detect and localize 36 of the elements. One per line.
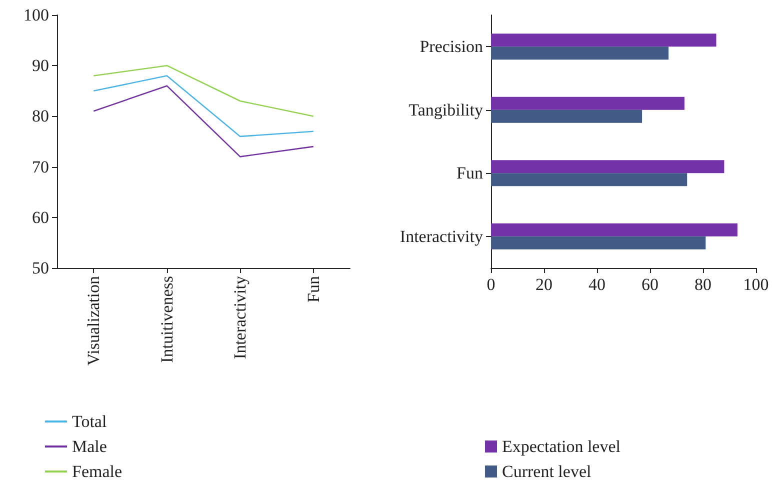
y-tick-label: 80 — [32, 106, 49, 126]
legend-label: Total — [72, 412, 107, 431]
x-tick-label: Intuitiveness — [157, 276, 176, 363]
legend-label: Current level — [502, 462, 592, 481]
y-tick-label: 70 — [32, 157, 49, 176]
x-tick-label: 0 — [486, 275, 496, 294]
x-tick-label: 100 — [743, 275, 769, 294]
y-tick-label: Fun — [456, 164, 484, 183]
x-tick-label: Interactivity — [230, 276, 250, 360]
bar — [491, 173, 688, 186]
x-tick-label: 20 — [536, 275, 552, 294]
x-tick-label: Fun — [304, 276, 323, 302]
y-tick-label: Interactivity — [400, 226, 484, 246]
line-series — [92, 85, 314, 158]
x-tick-label: 80 — [694, 275, 712, 294]
legend-label: Male — [72, 437, 107, 456]
bar — [491, 160, 724, 174]
x-tick-label: 60 — [642, 275, 658, 294]
bar — [491, 223, 738, 236]
bar — [491, 110, 642, 123]
bar — [491, 34, 716, 47]
y-tick-label: 100 — [24, 6, 49, 24]
bar — [491, 96, 684, 110]
y-tick-label: Tangibility — [408, 100, 484, 120]
y-tick-label: 60 — [32, 208, 49, 227]
line-series — [92, 64, 314, 117]
legend-label: Female — [72, 462, 122, 481]
x-tick-label: Visualization — [84, 276, 104, 366]
y-tick-label: Precision — [420, 37, 484, 56]
bar — [491, 236, 706, 250]
legend-label: Expectation level — [502, 437, 621, 456]
x-tick-label: 40 — [588, 275, 606, 294]
bar — [491, 46, 669, 60]
y-tick-label: 50 — [32, 258, 49, 278]
line-series — [92, 75, 314, 138]
y-tick-label: 90 — [32, 56, 49, 76]
